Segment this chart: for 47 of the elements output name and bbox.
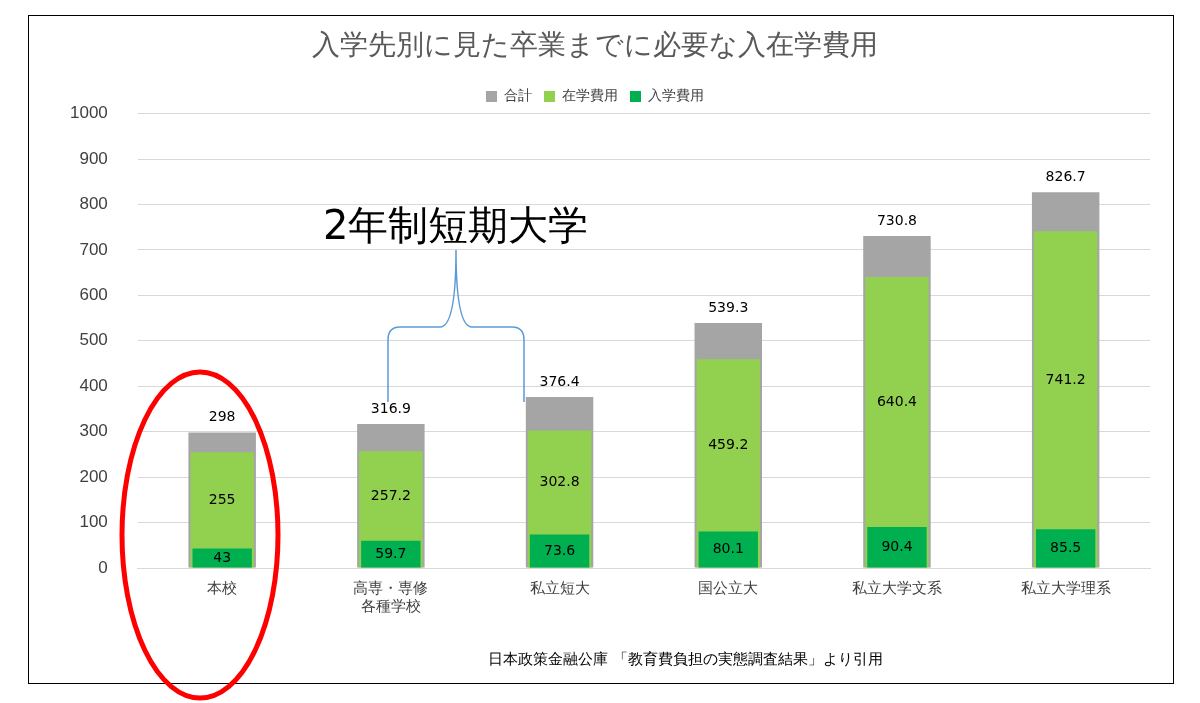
- data-label: 316.9: [370, 399, 411, 416]
- data-label: 730.8: [876, 211, 917, 228]
- x-tick-label: 国公立大: [698, 579, 759, 597]
- data-label: 539.3: [708, 298, 749, 315]
- data-label: 80.1: [712, 540, 744, 557]
- y-tick-label: 400: [79, 375, 108, 395]
- chart-title: 入学先別に見た卒業までに必要な入在学費用: [312, 28, 878, 62]
- data-label: 85.5: [1050, 539, 1082, 556]
- data-label: 257.2: [370, 486, 411, 503]
- y-tick-label: 0: [98, 557, 108, 577]
- x-tick-label: 本校: [207, 579, 238, 597]
- y-tick-label: 100: [79, 512, 108, 532]
- data-label: 640.4: [876, 392, 918, 409]
- x-tick-label: 私立大学文系: [851, 579, 942, 597]
- data-label: 73.6: [543, 541, 576, 558]
- data-label: 302.8: [539, 473, 580, 490]
- bar: [361, 540, 421, 568]
- y-tick-label: 700: [79, 239, 108, 259]
- y-tick-label: 200: [79, 466, 108, 486]
- data-label: 376.4: [539, 372, 580, 389]
- data-label: 741.2: [1045, 370, 1086, 387]
- x-tick-label: 私立大学理系: [1020, 579, 1111, 597]
- data-label: 826.7: [1045, 167, 1086, 184]
- data-label: 43: [213, 548, 232, 565]
- legend-label: 合計: [504, 87, 532, 104]
- y-tick-label: 900: [79, 148, 108, 168]
- x-tick-label: 高専・専修各種学校: [353, 579, 429, 615]
- y-tick-label: 1000: [69, 103, 108, 123]
- annotation: 2年制短期大学: [323, 201, 589, 250]
- bar: [1035, 529, 1096, 568]
- text: 日本政策金融公庫 「教育費負担の実態調査結果」より引用: [488, 650, 883, 669]
- data-label: 459.2: [708, 436, 749, 453]
- data-label: 298: [208, 408, 236, 425]
- x-tick-label: 私立短大: [529, 579, 590, 597]
- y-tick-label: 600: [79, 285, 108, 305]
- bar: [867, 526, 927, 568]
- y-tick-label: 800: [79, 194, 108, 214]
- bar: [698, 531, 758, 568]
- y-tick-label: 300: [79, 421, 108, 441]
- legend-label: 入学費用: [648, 87, 704, 104]
- data-label: 59.7: [375, 545, 407, 562]
- data-label: 90.4: [881, 538, 913, 555]
- data-label: 255: [208, 490, 236, 507]
- y-tick-label: 500: [79, 330, 108, 350]
- bar: [529, 534, 590, 568]
- bar: [192, 548, 252, 568]
- legend-label: 在学費用: [562, 87, 618, 104]
